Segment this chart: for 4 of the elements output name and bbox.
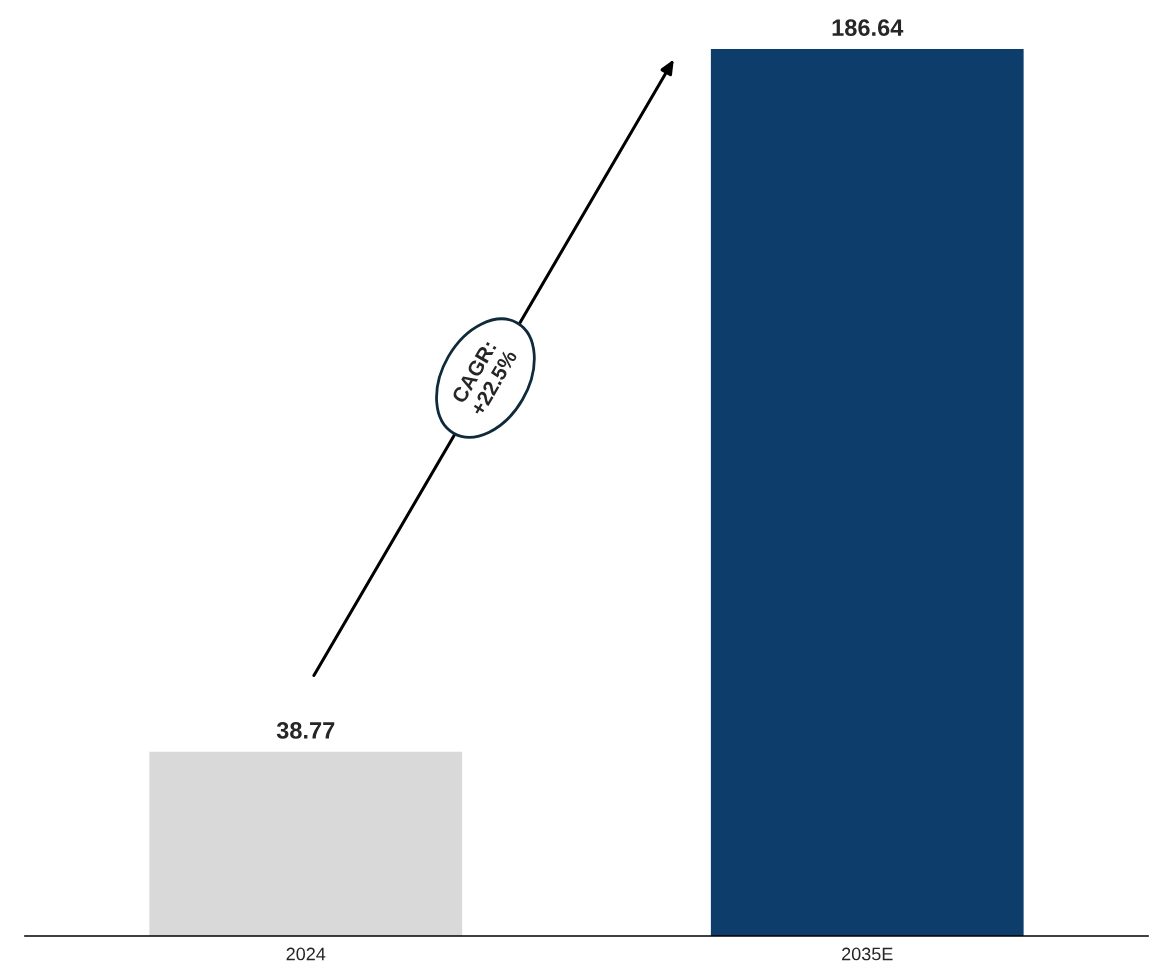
data-label: 38.77 <box>276 722 335 739</box>
x-tick-label: 2024 <box>286 947 326 961</box>
data-label: 186.64 <box>832 19 904 36</box>
x-tick-label: 2035E <box>842 947 893 961</box>
